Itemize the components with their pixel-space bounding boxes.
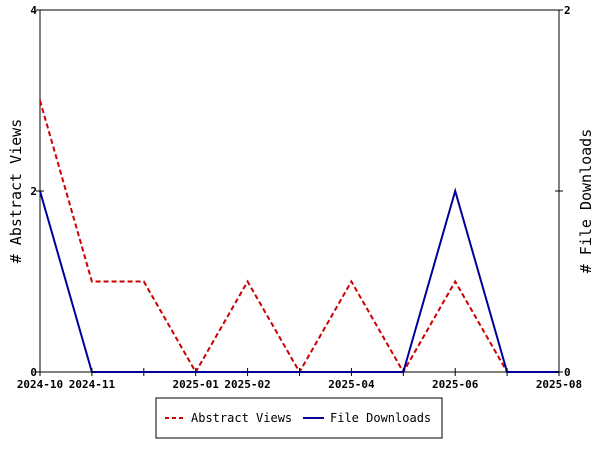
plot-area (39, 9, 560, 373)
axis-layer: 2024-10 2024-11 2025-01 2025-02 2025-04 2025-… (17, 4, 582, 391)
y-right-tick-label: 0 (564, 366, 571, 379)
x-tick-label: 2025-04 (328, 378, 375, 391)
x-tick-label: 2025-06 (432, 378, 479, 391)
legend-label-abstract-views: Abstract Views (191, 411, 292, 425)
x-tick-label: 2025-01 (173, 378, 220, 391)
legend: Abstract Views File Downloads (155, 397, 443, 439)
y-left-tick-label: 4 (30, 4, 37, 17)
y-axis-right-title: # File Downloads (577, 129, 595, 274)
y-axis-left-title: # Abstract Views (7, 119, 25, 264)
y-left-tick-label: 2 (30, 185, 37, 198)
x-tick-label: 2024-10 (17, 378, 63, 391)
legend-label-file-downloads: File Downloads (330, 411, 431, 425)
y-left-tick-label: 0 (30, 366, 37, 379)
legend-box (155, 397, 443, 439)
x-tick-label: 2025-08 (536, 378, 582, 391)
y-right-tick-label: 2 (564, 4, 571, 17)
x-tick-label: 2025-02 (224, 378, 270, 391)
x-tick-label: 2024-11 (69, 378, 116, 391)
